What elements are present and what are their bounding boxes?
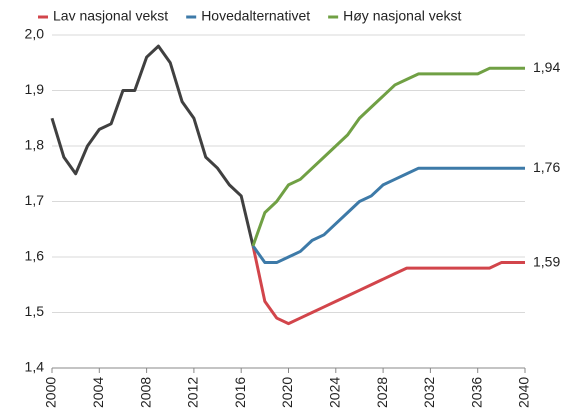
x-tick-label: 2000 <box>43 377 59 408</box>
legend-label: Høy nasjonal vekst <box>343 8 461 24</box>
y-tick-label: 2,0 <box>25 26 45 42</box>
y-tick-label: 1,5 <box>25 303 45 319</box>
x-tick-label: 2036 <box>468 377 484 408</box>
y-tick-label: 1,6 <box>25 248 45 264</box>
end-label: 1,76 <box>533 159 560 175</box>
end-label: 1,59 <box>533 253 560 269</box>
x-tick-label: 2032 <box>421 377 437 408</box>
series-line <box>251 245 525 326</box>
x-tick-label: 2004 <box>90 377 106 408</box>
y-tick-label: 1,9 <box>25 81 45 97</box>
x-tick-label: 2028 <box>374 377 390 408</box>
y-tick-label: 1,7 <box>25 192 45 208</box>
x-tick-label: 2012 <box>185 377 201 408</box>
x-tick-label: 2024 <box>327 377 343 408</box>
y-tick-label: 1,4 <box>25 359 45 375</box>
legend-label: Hovedalternativet <box>201 8 310 24</box>
legend-label: Lav nasjonal vekst <box>53 8 168 24</box>
series-line <box>251 166 525 265</box>
x-tick-label: 2040 <box>516 377 532 408</box>
x-tick-label: 2016 <box>232 377 248 408</box>
series-line <box>50 44 255 247</box>
x-tick-label: 2020 <box>279 377 295 408</box>
end-label: 1,94 <box>533 59 560 75</box>
y-tick-label: 1,8 <box>25 137 45 153</box>
x-tick-label: 2008 <box>137 377 153 408</box>
series-line <box>251 66 525 247</box>
